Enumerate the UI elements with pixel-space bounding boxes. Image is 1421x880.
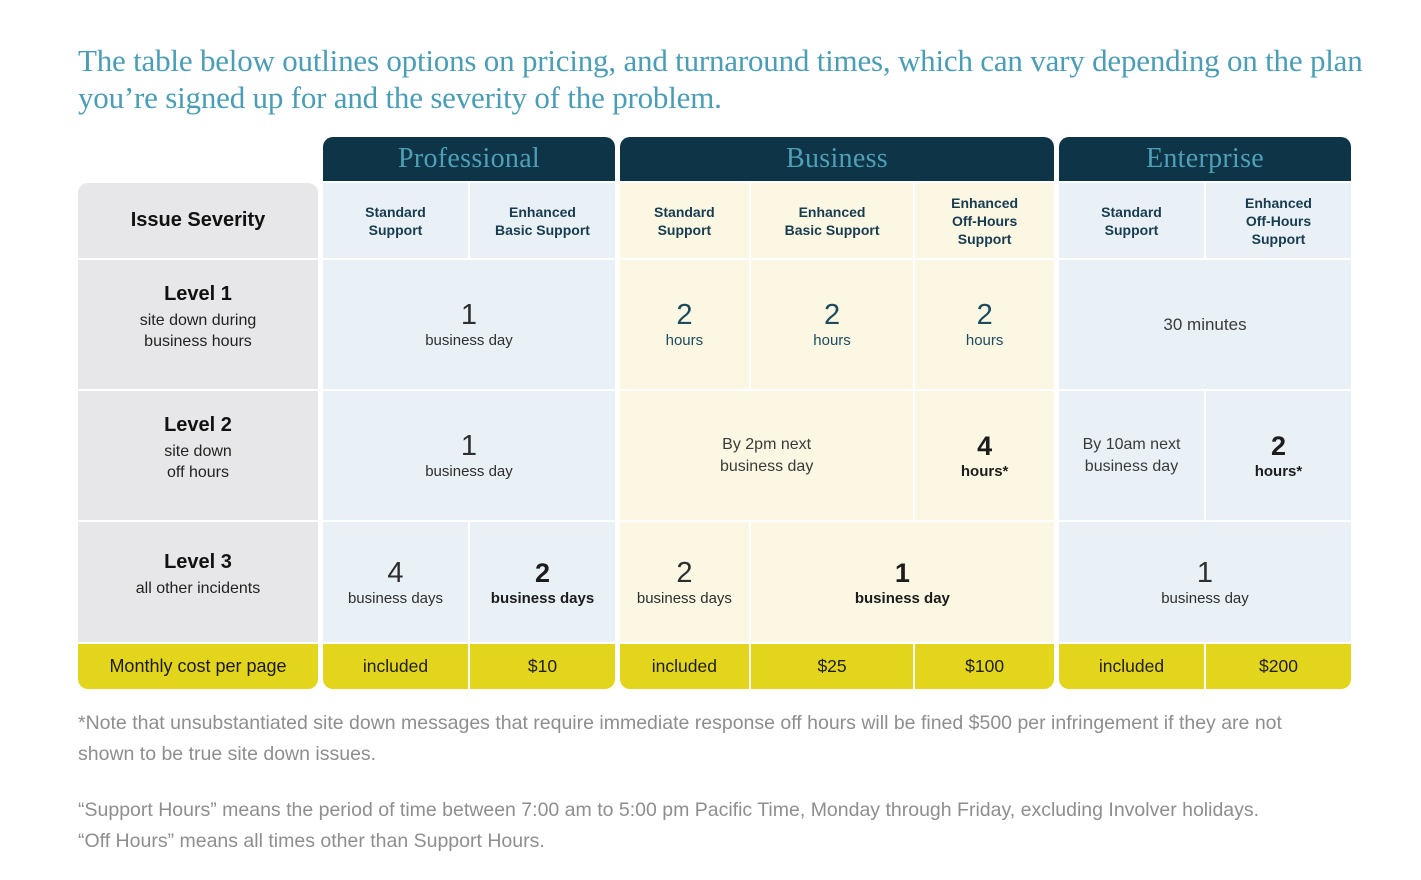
value-number: 1 [460,430,478,462]
value-unit: hours* [1254,463,1303,480]
subcol-business-enhanced-off-hours-support: Enhanced Off-Hours Support [915,183,1054,258]
subcol-business-enhanced-basic-support: Enhanced Basic Support [750,183,914,258]
value-unit: hours [965,332,1004,349]
value-text: By 10am next business day [1082,435,1181,475]
cell-business-level2-off-hours: 4 hours* [915,391,1054,520]
cell-business-level1-standard: 2 hours [620,260,749,389]
value-number: 4 [977,431,993,461]
value-unit: business day [1161,589,1249,607]
level-3-name: Level 3 [164,551,232,573]
cell-professional-level1: 1 business day [323,260,615,389]
plan-header-enterprise: Enterprise [1059,137,1351,181]
footnote-fine: *Note that unsubstantiated site down mes… [78,712,1282,765]
plan-business: Business Standard Support Enhanced Basic… [620,137,1054,689]
cost-business-off-hours: $100 [915,644,1054,689]
footnotes: *Note that unsubstantiated site down mes… [78,708,1333,857]
cell-business-level1-enhanced-basic: 2 hours [750,260,914,389]
cell-professional-level3-standard: 4 business days [323,522,468,642]
value-number: 1 [1196,556,1214,589]
cell-enterprise-level3: 1 business day [1059,522,1351,642]
cost-enterprise-off-hours: $200 [1206,644,1351,689]
plan-professional: Professional Standard Support Enhanced B… [323,137,615,689]
monthly-cost-row-header: Monthly cost per page [78,644,318,689]
severity-column: Issue Severity Level 1 site down during … [78,183,318,689]
value-number: 2 [534,557,551,588]
cell-business-level3-standard: 2 business days [620,522,749,642]
value-number: 1 [460,299,478,331]
cell-business-level1-off-hours: 2 hours [915,260,1054,389]
value-unit: hours [813,332,851,349]
value-unit: business days [490,589,595,607]
value-unit: business day [425,332,513,349]
value-number: 2 [676,299,693,331]
cell-enterprise-level2-standard: By 10am next business day [1059,391,1204,520]
value-unit: business days [636,589,732,607]
level-3-desc: all other incidents [135,580,261,597]
level-1-desc: site down during business hours [139,312,257,350]
cell-professional-level3-enhanced: 2 business days [470,522,615,642]
cost-professional-enhanced: $10 [470,644,615,689]
value-number: 2 [823,299,841,331]
value-unit: business day [425,463,513,480]
level-1-row-header: Level 1 site down during business hours [78,260,318,389]
value-number: 1 [894,557,910,588]
value-number: 2 [676,556,693,589]
subcol-professional-enhanced-basic-support: Enhanced Basic Support [470,183,615,258]
value-number: 2 [976,299,993,331]
cell-enterprise-level1: 30 minutes [1059,260,1351,389]
cell-enterprise-level2-off-hours: 2 hours* [1206,391,1351,520]
level-2-row-header: Level 2 site down off hours [78,391,318,520]
level-2-name: Level 2 [164,414,232,436]
value-unit: hours [665,332,704,349]
level-2-desc: site down off hours [164,443,232,481]
cell-business-level2-standard-basic: By 2pm next business day [620,391,914,520]
subcol-professional-standard-support: Standard Support [323,183,468,258]
value-text: By 2pm next business day [719,435,814,475]
issue-severity-header: Issue Severity [78,183,318,258]
pricing-table: Issue Severity Level 1 site down during … [78,137,1351,689]
value-unit: hours* [960,463,1009,480]
value-text: 30 minutes [1163,314,1247,334]
subcol-business-standard-support: Standard Support [620,183,749,258]
subcol-enterprise-enhanced-off-hours-support: Enhanced Off-Hours Support [1206,183,1351,258]
plan-enterprise: Enterprise Standard Support Enhanced Off… [1059,137,1351,689]
value-number: 2 [1270,431,1287,461]
level-1-name: Level 1 [164,283,232,305]
plan-header-business: Business [620,137,1054,181]
cost-business-enhanced-basic: $25 [750,644,914,689]
value-unit: business day [854,589,950,607]
level-3-row-header: Level 3 all other incidents [78,522,318,642]
plan-header-professional: Professional [323,137,615,181]
cell-professional-level2: 1 business day [323,391,615,520]
cost-professional-standard: included [323,644,468,689]
page-title: The table below outlines options on pric… [78,43,1363,115]
value-number: 4 [387,556,404,589]
cost-business-standard: included [620,644,749,689]
subcol-enterprise-standard-support: Standard Support [1059,183,1204,258]
value-unit: business days [347,589,444,607]
cost-enterprise-standard: included [1059,644,1204,689]
cell-business-level3-enhanced: 1 business day [750,522,1054,642]
footnote-support-hours: “Support Hours” means the period of time… [78,799,1260,852]
